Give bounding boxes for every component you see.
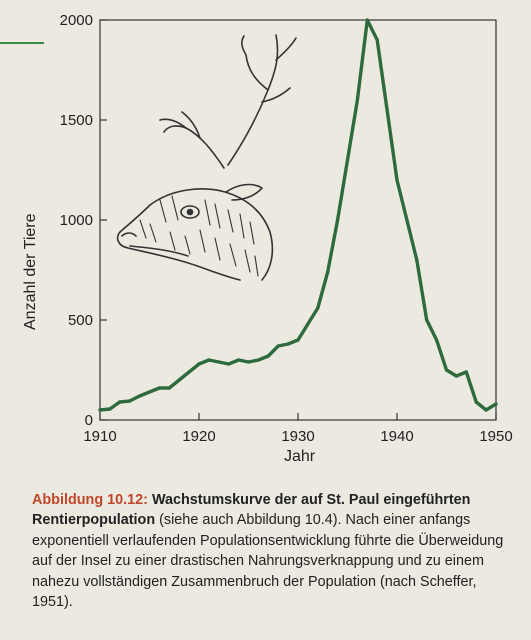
data-point-1923 (227, 362, 231, 366)
data-point-1937 (365, 18, 369, 22)
data-point-1910 (98, 408, 102, 412)
data-point-1920 (197, 362, 201, 366)
data-point-1945 (444, 368, 449, 372)
data-point-1933 (326, 270, 330, 274)
data-point-1930 (296, 338, 300, 342)
y-tick-label-1500: 1500 (60, 112, 93, 129)
axes (99, 19, 497, 421)
chart-svg: 1910 1920 1930 1940 1950 0 500 1000 1500 2000 (60, 12, 513, 445)
data-point-1950 (494, 402, 498, 406)
x-tick-label-1950: 1950 (479, 428, 512, 445)
x-tick-label-1920: 1920 (182, 428, 215, 445)
data-point-1925 (246, 360, 251, 364)
y-tick-label-1000: 1000 (60, 212, 93, 229)
figure-caption: Abbildung 10.12: Wachstumskurve der auf … (32, 490, 510, 612)
data-point-1942 (415, 258, 419, 262)
data-point-1944 (435, 338, 439, 342)
data-point-1928 (276, 344, 280, 348)
data-point-1917 (167, 386, 171, 390)
data-point-1913 (128, 399, 132, 403)
data-point-1948 (474, 400, 478, 404)
data-point-1914 (138, 394, 142, 398)
data-point-1935 (345, 158, 350, 162)
data-point-1949 (484, 408, 488, 412)
data-point-1918 (177, 378, 181, 382)
data-point-1941 (405, 218, 409, 222)
data-point-1947 (464, 370, 468, 374)
tick-marks (99, 19, 497, 421)
chart: 1910 1920 1930 1940 1950 0 500 1000 1500 2000 Anz… (22, 12, 513, 465)
x-axis-title: Jahr (284, 448, 316, 465)
series-layer (98, 18, 498, 412)
data-point-1946 (454, 374, 458, 378)
y-tick-label-2000: 2000 (60, 12, 93, 29)
caption-body: (siehe auch Abbildung 10.4). Nach einer … (32, 512, 504, 611)
data-point-1934 (336, 218, 340, 222)
data-point-1926 (256, 358, 260, 362)
data-point-1931 (306, 322, 310, 326)
tick-labels: 1910 1920 1930 1940 1950 0 500 1000 1500 2000 (60, 12, 513, 445)
data-point-1912 (118, 400, 122, 404)
y-axis-title: Anzahl der Tiere (22, 213, 39, 330)
data-point-1936 (355, 98, 359, 102)
top-rule (0, 42, 44, 44)
reindeer-head-illustration (116, 34, 297, 281)
caption-headline: Wachstumskurve der auf St. Paul eingefüh… (32, 492, 471, 529)
data-point-1929 (286, 342, 290, 346)
data-point-1919 (187, 370, 191, 374)
x-tick-label-1930: 1930 (281, 428, 314, 445)
data-point-1911 (108, 407, 112, 411)
y-tick-label-500: 500 (68, 312, 93, 329)
data-point-1927 (266, 354, 270, 358)
x-tick-label-1910: 1910 (83, 428, 116, 445)
data-point-1938 (375, 38, 379, 42)
plot-frame (99, 19, 497, 421)
data-point-1932 (316, 306, 320, 310)
series-line-0 (98, 18, 498, 412)
data-point-1940 (395, 178, 399, 182)
x-tick-label-1940: 1940 (380, 428, 413, 445)
data-point-1922 (217, 360, 221, 364)
data-point-1915 (147, 390, 152, 394)
data-point-1943 (425, 318, 429, 322)
caption-label: Abbildung 10.12: (32, 492, 148, 508)
data-point-1916 (157, 386, 161, 390)
data-point-1921 (207, 358, 211, 362)
data-point-1924 (237, 358, 241, 362)
data-point-1939 (385, 108, 389, 112)
y-tick-label-0: 0 (85, 412, 93, 429)
